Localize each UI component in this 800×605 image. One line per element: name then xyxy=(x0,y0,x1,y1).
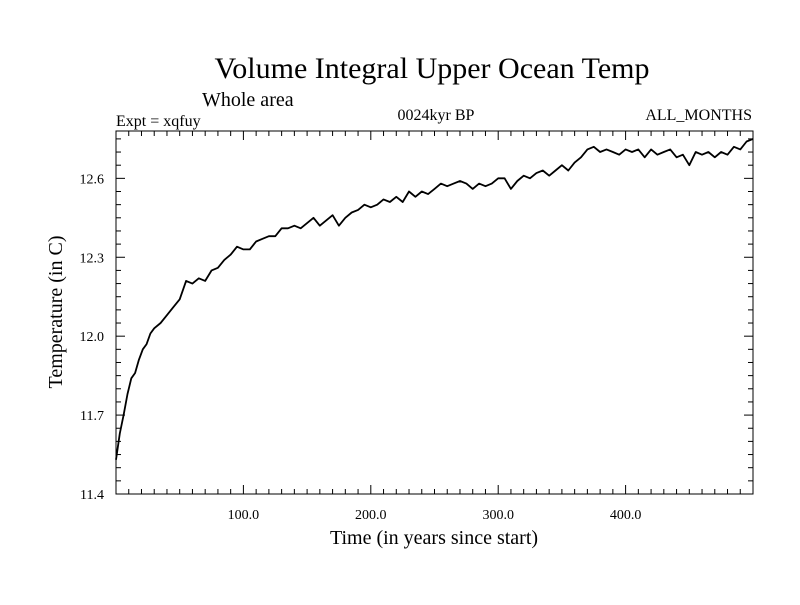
period-label: 0024kyr BP xyxy=(398,107,475,124)
chart-title: Volume Integral Upper Ocean Temp xyxy=(215,52,650,85)
x-tick-label: 100.0 xyxy=(228,508,260,523)
x-tick-label: 300.0 xyxy=(482,508,514,523)
plot-frame xyxy=(115,130,754,495)
temperature-series-line xyxy=(115,138,754,460)
x-tick-label: 400.0 xyxy=(610,508,642,523)
y-tick-label: 11.7 xyxy=(80,409,104,424)
chart-subtitle: Whole area xyxy=(202,89,294,111)
experiment-label: Expt = xqfuy xyxy=(116,113,201,130)
x-tick-label: 200.0 xyxy=(355,508,387,523)
y-tick-label: 11.4 xyxy=(80,488,104,503)
y-tick-label: 12.3 xyxy=(80,251,105,266)
major-ticks xyxy=(116,131,753,494)
x-axis-label: Time (in years since start) xyxy=(330,527,538,549)
y-axis-label: Temperature (in C) xyxy=(45,236,67,389)
y-tick-label: 12.6 xyxy=(80,172,105,187)
y-tick-label: 12.0 xyxy=(80,330,105,345)
y-tick-labels: 11.4 11.7 12.0 12.3 12.6 xyxy=(80,172,105,503)
months-label: ALL_MONTHS xyxy=(645,107,752,124)
x-tick-labels: 100.0 200.0 300.0 400.0 xyxy=(228,508,642,523)
minor-ticks xyxy=(116,131,753,494)
